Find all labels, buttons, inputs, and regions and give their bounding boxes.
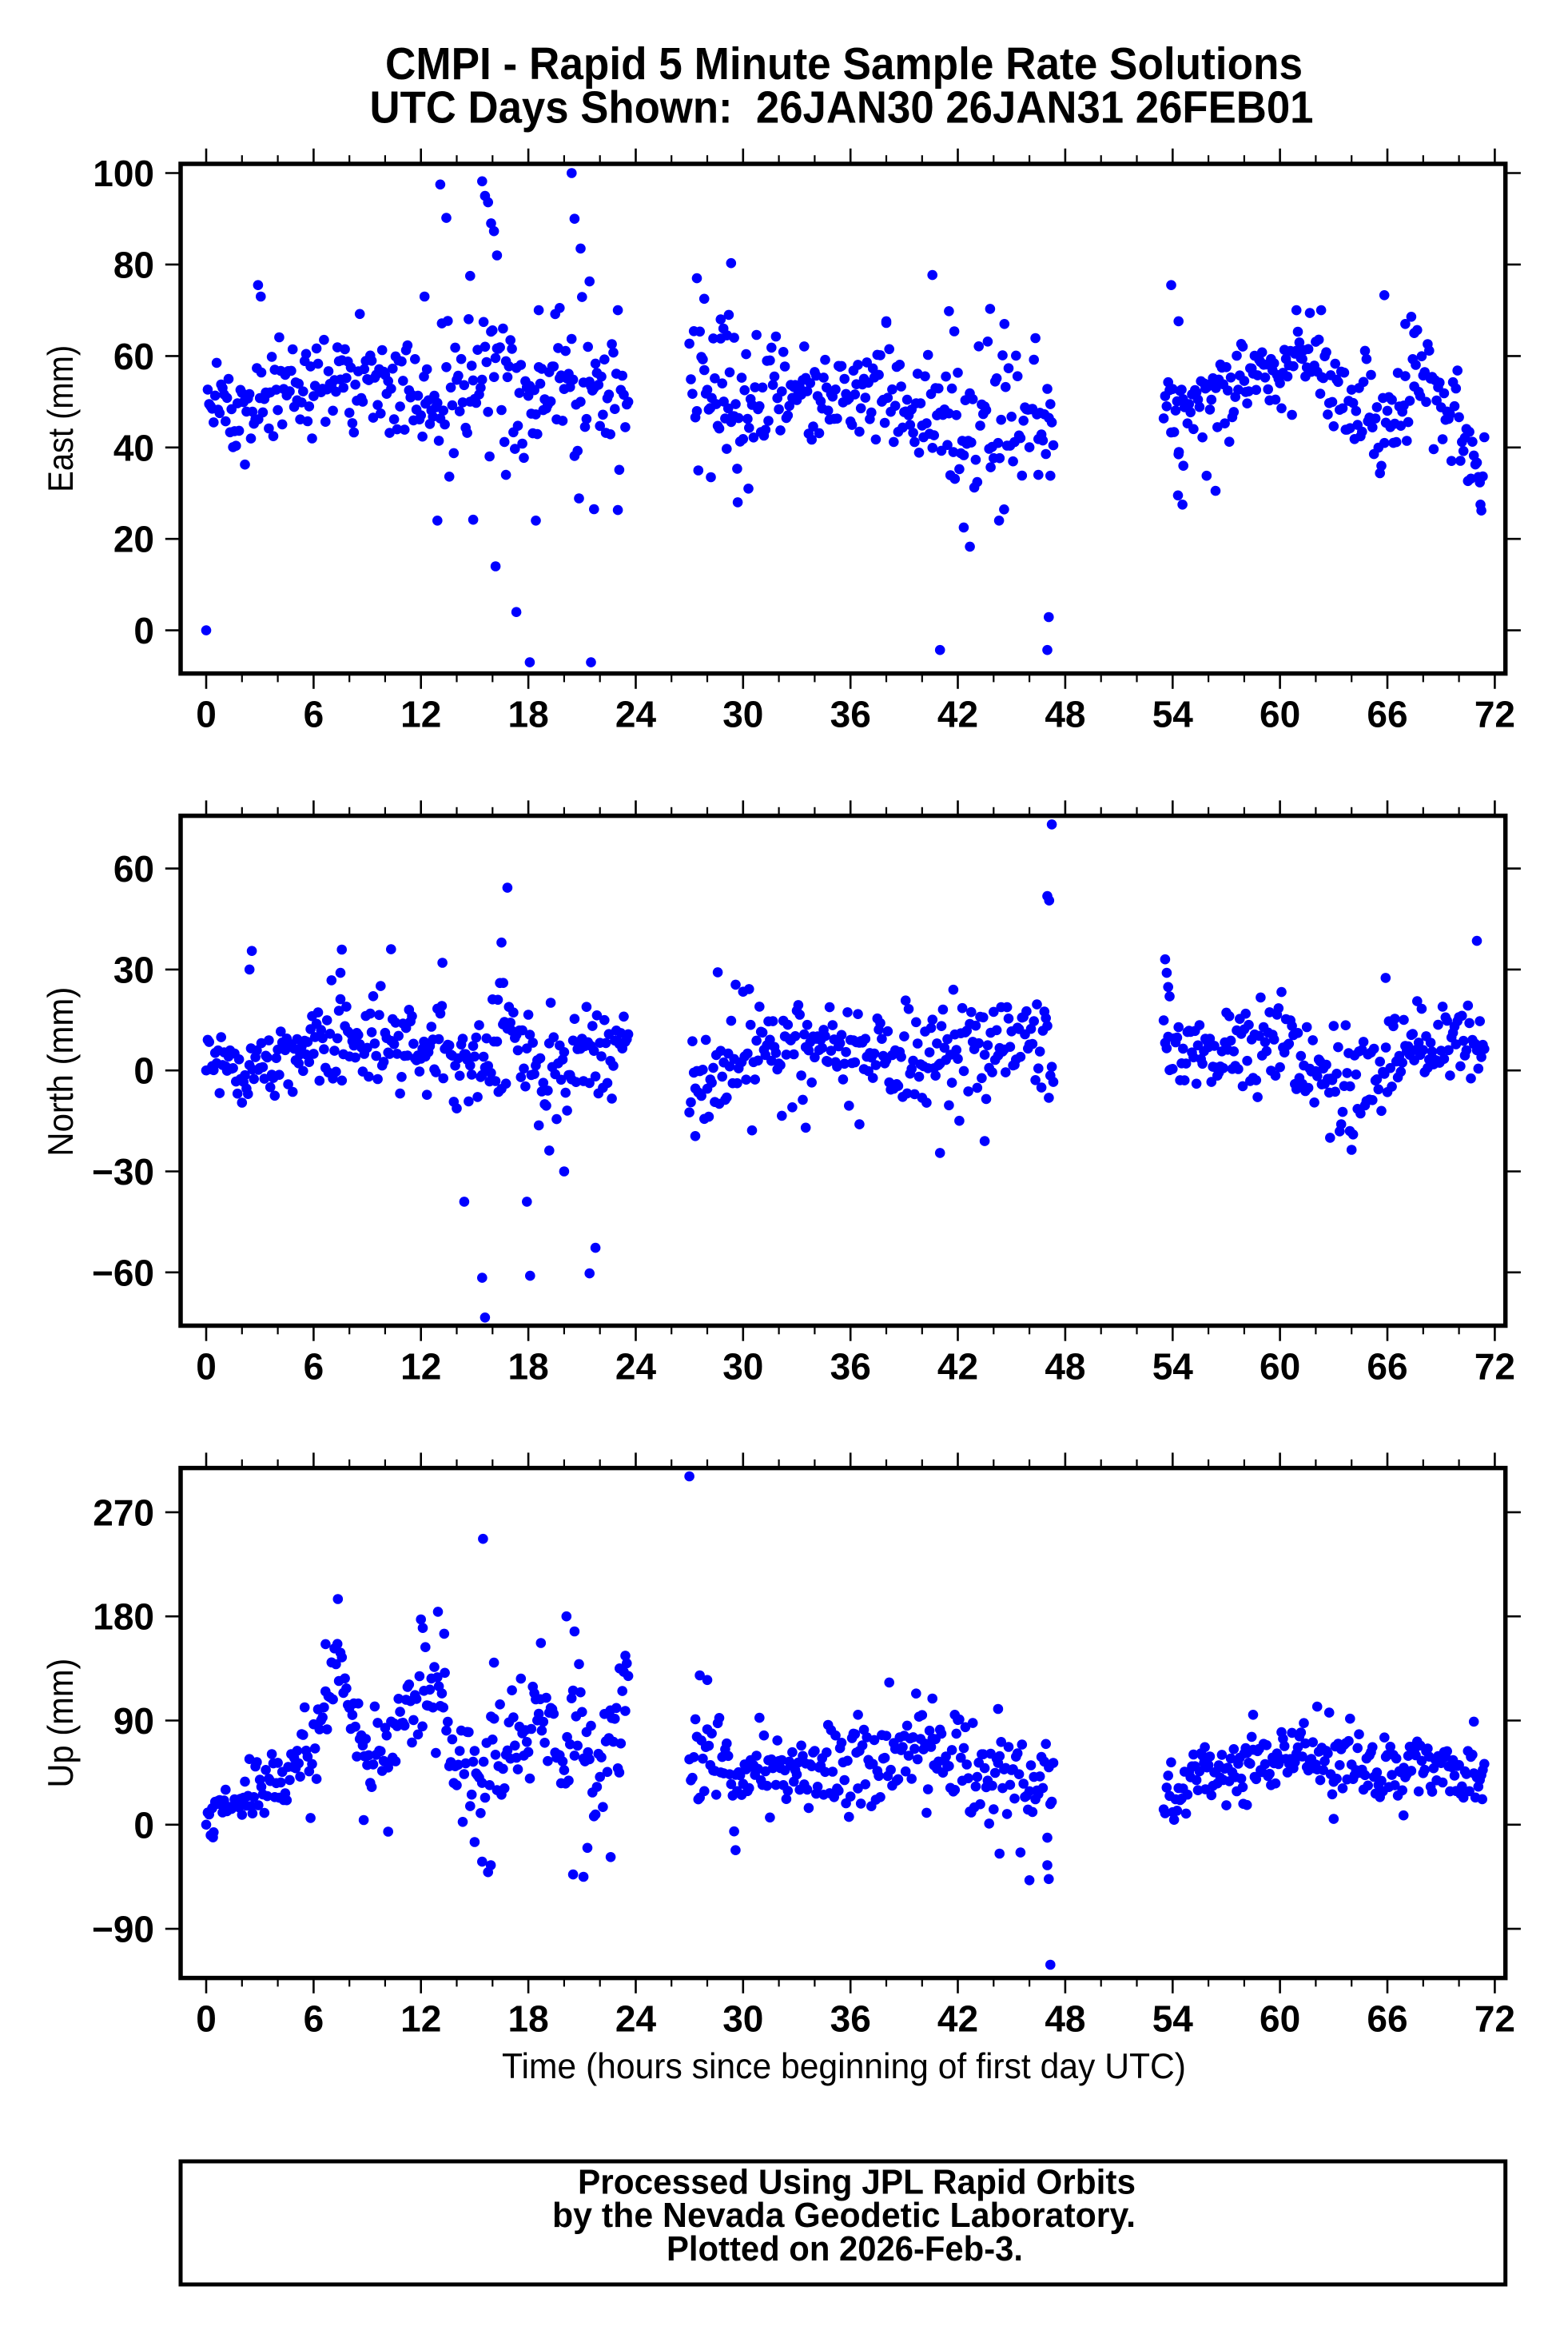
svg-text:6: 6 (304, 694, 324, 735)
svg-text:48: 48 (1045, 694, 1085, 735)
svg-text:Time (hours since beginning of: Time (hours since beginning of first day… (502, 2047, 1186, 2086)
svg-text:48: 48 (1045, 1998, 1085, 2040)
svg-text:North (mm): North (mm) (42, 987, 81, 1157)
svg-text:60: 60 (1260, 1346, 1300, 1388)
svg-text:12: 12 (400, 1998, 441, 2040)
svg-text:42: 42 (937, 1998, 978, 2040)
svg-text:0: 0 (196, 1346, 217, 1388)
svg-text:180: 180 (93, 1596, 154, 1638)
svg-text:18: 18 (508, 1998, 549, 2040)
svg-text:60: 60 (113, 336, 154, 377)
svg-text:36: 36 (830, 1998, 871, 2040)
svg-text:30: 30 (722, 1346, 763, 1388)
svg-text:0: 0 (196, 694, 217, 735)
svg-text:24: 24 (615, 1346, 657, 1388)
svg-text:30: 30 (113, 949, 154, 990)
svg-text:30: 30 (722, 1998, 763, 2040)
svg-text:12: 12 (400, 1346, 441, 1388)
svg-text:54: 54 (1152, 1346, 1194, 1388)
svg-text:36: 36 (830, 694, 871, 735)
svg-text:66: 66 (1367, 694, 1407, 735)
svg-text:Up (mm): Up (mm) (42, 1659, 81, 1788)
svg-text:80: 80 (113, 244, 154, 285)
svg-text:100: 100 (93, 153, 154, 194)
svg-text:48: 48 (1045, 1346, 1085, 1388)
svg-text:60: 60 (113, 848, 154, 890)
svg-text:72: 72 (1474, 1346, 1515, 1388)
svg-text:20: 20 (113, 519, 154, 560)
svg-text:66: 66 (1367, 1346, 1407, 1388)
svg-text:0: 0 (133, 1804, 154, 1846)
svg-text:12: 12 (400, 694, 441, 735)
svg-text:−30: −30 (92, 1151, 154, 1193)
svg-text:−60: −60 (92, 1252, 154, 1293)
svg-text:CMPI - Rapid 5 Minute Sample R: CMPI - Rapid 5 Minute Sample Rate Soluti… (385, 38, 1303, 89)
svg-text:18: 18 (508, 694, 549, 735)
svg-text:0: 0 (133, 1050, 154, 1092)
svg-text:60: 60 (1260, 1998, 1300, 2040)
svg-text:0: 0 (196, 1998, 217, 2040)
svg-text:by the Nevada Geodetic Laborat: by the Nevada Geodetic Laboratory. (552, 2196, 1136, 2235)
svg-text:60: 60 (1260, 694, 1300, 735)
svg-text:6: 6 (304, 1998, 324, 2040)
svg-text:East (mm): East (mm) (42, 345, 81, 492)
svg-text:36: 36 (830, 1346, 871, 1388)
svg-text:6: 6 (304, 1346, 324, 1388)
svg-text:24: 24 (615, 694, 657, 735)
svg-text:UTC Days Shown: 26JAN30 26JAN: UTC Days Shown: 26JAN30 26JAN31 26FEB01 (370, 82, 1314, 133)
svg-text:66: 66 (1367, 1998, 1407, 2040)
svg-text:90: 90 (113, 1700, 154, 1742)
svg-text:54: 54 (1152, 694, 1194, 735)
svg-text:Plotted on 2026-Feb-3.: Plotted on 2026-Feb-3. (667, 2229, 1023, 2268)
svg-text:72: 72 (1474, 1998, 1515, 2040)
svg-text:24: 24 (615, 1998, 657, 2040)
svg-text:Processed Using JPL Rapid Orbi: Processed Using JPL Rapid Orbits (578, 2162, 1136, 2201)
svg-text:42: 42 (937, 694, 978, 735)
svg-text:42: 42 (937, 1346, 978, 1388)
svg-text:40: 40 (113, 427, 154, 468)
svg-text:72: 72 (1474, 694, 1515, 735)
svg-text:0: 0 (133, 610, 154, 651)
svg-text:30: 30 (722, 694, 763, 735)
svg-text:54: 54 (1152, 1998, 1194, 2040)
svg-text:18: 18 (508, 1346, 549, 1388)
svg-text:−90: −90 (92, 1909, 154, 1950)
svg-text:270: 270 (93, 1492, 154, 1533)
